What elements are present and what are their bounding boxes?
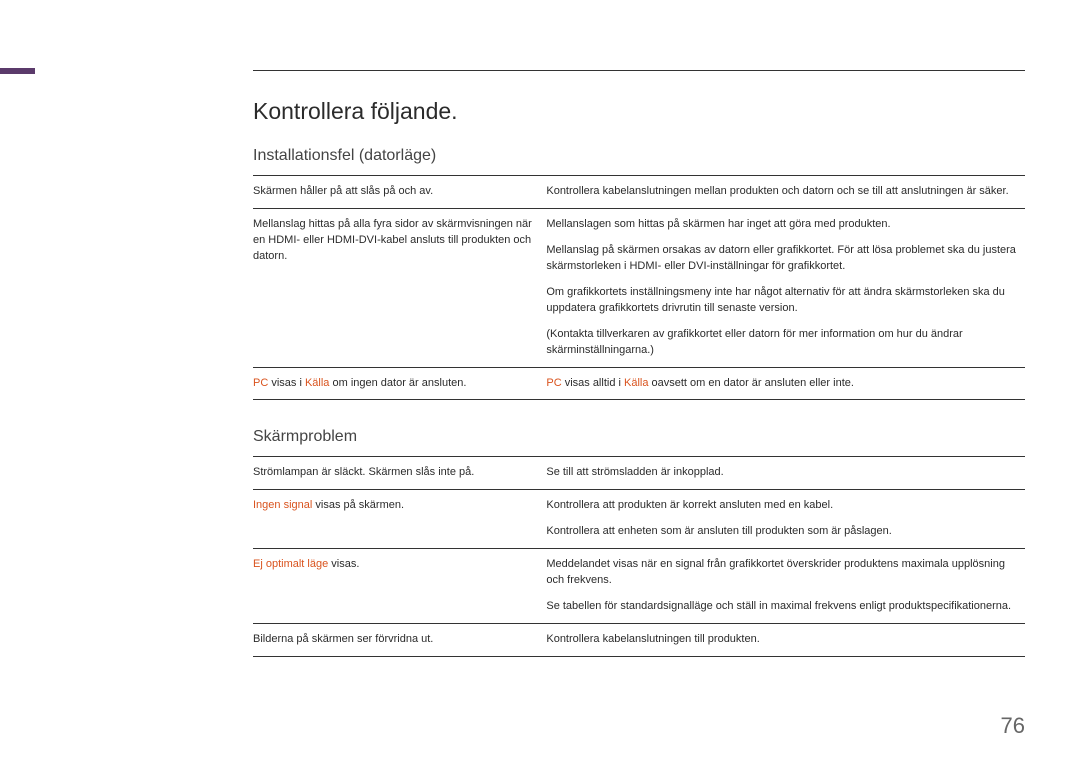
section1-title: Installationsfel (datorläge) (253, 147, 1025, 165)
table-row: Ej optimalt läge visas.Meddelandet visas… (253, 549, 1025, 624)
issue-cell: Mellanslag hittas på alla fyra sidor av … (253, 208, 546, 367)
table-row: Mellanslag hittas på alla fyra sidor av … (253, 208, 1025, 367)
table-row: Skärmen håller på att slås på och av.Kon… (253, 176, 1025, 209)
issue-cell: Bilderna på skärmen ser förvridna ut. (253, 624, 546, 657)
main-title: Kontrollera följande. (253, 98, 1025, 125)
section2-title: Skärmproblem (253, 428, 1025, 446)
section1-table: Skärmen håller på att slås på och av.Kon… (253, 175, 1025, 400)
page-content: Kontrollera följande. Installationsfel (… (253, 98, 1025, 685)
solution-cell: PC visas alltid i Källa oavsett om en da… (546, 367, 1025, 400)
solution-cell: Se till att strömsladden är inkopplad. (546, 457, 1025, 490)
solution-cell: Kontrollera kabelanslutningen till produ… (546, 624, 1025, 657)
issue-cell: PC visas i Källa om ingen dator är anslu… (253, 367, 546, 400)
solution-cell: Kontrollera att produkten är korrekt ans… (546, 490, 1025, 549)
issue-cell: Strömlampan är släckt. Skärmen slås inte… (253, 457, 546, 490)
section2-table: Strömlampan är släckt. Skärmen slås inte… (253, 456, 1025, 657)
page-number: 76 (1001, 713, 1025, 739)
issue-cell: Ej optimalt läge visas. (253, 549, 546, 624)
solution-cell: Mellanslagen som hittas på skärmen har i… (546, 208, 1025, 367)
solution-cell: Meddelandet visas när en signal från gra… (546, 549, 1025, 624)
top-rule (253, 70, 1025, 71)
table-row: Ingen signal visas på skärmen.Kontroller… (253, 490, 1025, 549)
issue-cell: Ingen signal visas på skärmen. (253, 490, 546, 549)
table-row: Strömlampan är släckt. Skärmen slås inte… (253, 457, 1025, 490)
issue-cell: Skärmen håller på att slås på och av. (253, 176, 546, 209)
table-row: Bilderna på skärmen ser förvridna ut.Kon… (253, 624, 1025, 657)
table-row: PC visas i Källa om ingen dator är anslu… (253, 367, 1025, 400)
accent-bar (0, 68, 35, 74)
solution-cell: Kontrollera kabelanslutningen mellan pro… (546, 176, 1025, 209)
